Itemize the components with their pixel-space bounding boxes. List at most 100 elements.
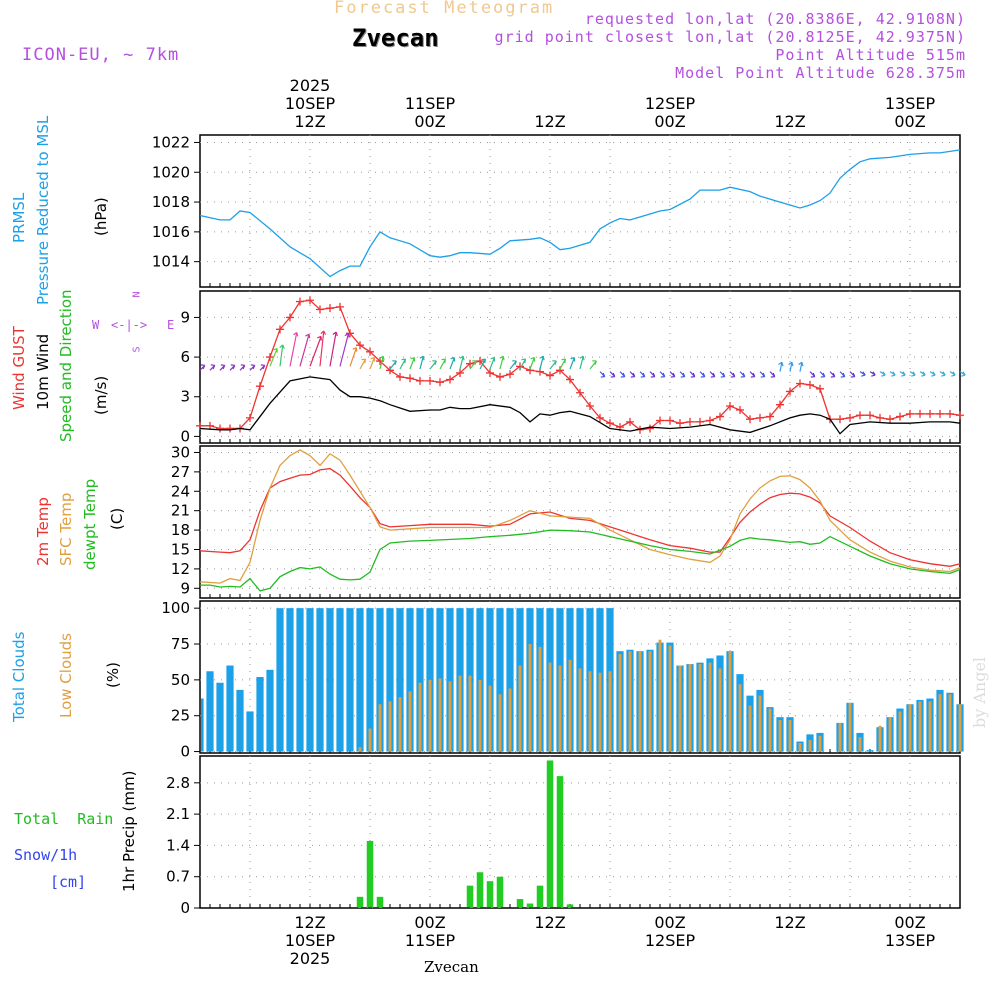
wind-direction-arrowhead <box>481 358 487 364</box>
wind-direction-arrowhead <box>530 356 536 362</box>
wind-direction-arrowhead <box>931 371 936 377</box>
y-tick-label: 12 <box>171 560 190 578</box>
y-tick-label: 50 <box>171 671 190 689</box>
wind-gust-marker <box>716 412 724 421</box>
low-cloud-bar <box>398 697 402 752</box>
y-tick-label: 75 <box>171 635 190 653</box>
precip-bar <box>476 872 484 908</box>
total-cloud-bar <box>266 669 274 752</box>
wind-direction-arrow <box>449 357 455 370</box>
wind-direction-arrowhead <box>293 332 299 337</box>
wind-direction-arrowhead <box>600 372 606 378</box>
wind-direction-arrow <box>379 356 384 370</box>
low-cloud-bar <box>918 701 922 752</box>
wind-gust-marker <box>876 413 884 422</box>
wind-direction-arrow <box>459 356 464 370</box>
time-axis-label: 00Z <box>654 112 686 131</box>
wind-direction-arrowhead <box>579 355 585 361</box>
wind-gust-marker <box>556 366 564 375</box>
low-cloud-bar <box>928 701 932 752</box>
wind-direction-arrow <box>489 357 495 370</box>
total-cloud-bar <box>286 608 294 752</box>
wind-direction-arrowhead <box>740 372 746 378</box>
wind-gust-marker <box>486 368 494 377</box>
total-cloud-bar <box>316 608 324 752</box>
low-cloud-bar <box>358 747 362 752</box>
low-cloud-bar <box>648 651 652 752</box>
wind-direction-arrowhead <box>640 372 646 378</box>
wind-gust-marker <box>366 347 374 356</box>
wind-direction-arrowhead <box>352 347 358 352</box>
wind-gust-marker <box>906 409 914 418</box>
footer-location: Zvecan <box>424 958 479 976</box>
time-axis-label: 12SEP <box>644 931 696 950</box>
wind-gust-marker <box>596 413 604 422</box>
wind-gust-marker <box>316 305 324 314</box>
low-cloud-bar <box>698 664 702 752</box>
low-cloud-bar <box>768 708 772 752</box>
low-cloud-bar <box>378 704 382 752</box>
wind-direction-arrowhead <box>200 364 206 370</box>
wind-direction-arrowhead <box>472 360 477 365</box>
wind-direction-arrowhead <box>361 358 367 364</box>
low-cloud-bar <box>528 644 532 752</box>
model-label: ICON-EU, ~ 7km <box>22 45 180 65</box>
y-tick-label: 1020 <box>152 163 190 181</box>
low-cloud-bar <box>518 665 522 752</box>
wind-direction-arrow <box>439 358 446 370</box>
wind-gust-marker <box>746 415 754 424</box>
wind-gust-marker <box>866 411 874 420</box>
app-title: Forecast Meteogram <box>334 0 555 18</box>
wind-gust-marker <box>656 416 664 425</box>
wind-direction-arrowhead <box>798 361 804 367</box>
wind-gust-marker <box>606 419 614 428</box>
wind-direction-arrowhead <box>881 371 886 377</box>
wind-direction-arrowhead <box>941 371 946 377</box>
low-cloud-bar <box>418 682 422 752</box>
label-ms: (m/s) <box>92 375 110 415</box>
wind-direction-arrowhead <box>891 371 896 377</box>
time-axis-label: 00Z <box>894 913 926 932</box>
total-cloud-bar <box>356 608 364 752</box>
time-axis-label: 00Z <box>414 913 446 932</box>
low-cloud-bar <box>938 694 942 752</box>
wind-gust-marker <box>666 416 674 425</box>
wind-direction-arrowhead <box>379 355 385 361</box>
wind-direction-arrowhead <box>240 364 246 370</box>
total-cloud-bar <box>216 682 224 752</box>
wind-gust-marker <box>286 313 294 322</box>
wind-direction-arrow <box>409 357 415 370</box>
time-axis-label: 2025 <box>289 76 331 95</box>
low-cloud-bar <box>618 654 622 752</box>
wind-direction-arrowhead <box>921 371 926 377</box>
wind-direction-arrowhead <box>770 372 776 378</box>
low-cloud-bar <box>598 672 602 752</box>
wind-gust-marker <box>226 424 234 433</box>
wind-direction-arrowhead <box>441 358 447 364</box>
low-cloud-bar <box>958 704 962 752</box>
precip-bar <box>556 776 564 908</box>
low-cloud-bar <box>458 675 462 752</box>
label-2m-temp: 2m Temp <box>34 497 52 566</box>
low-cloud-bar <box>818 735 822 752</box>
wind-direction-arrow <box>519 358 526 370</box>
temp-dewpt-line <box>200 529 961 592</box>
low-cloud-bar <box>388 701 392 752</box>
total-cloud-bar <box>366 608 374 752</box>
wind-direction-arrowhead <box>951 371 956 377</box>
wind-direction-arrowhead <box>901 371 906 377</box>
wind-direction-arrowhead <box>750 372 756 378</box>
wind-gust-marker <box>216 424 224 433</box>
y-tick-label: 100 <box>161 599 190 617</box>
time-axis-label: 00Z <box>414 112 446 131</box>
wind-gust-marker <box>566 375 574 384</box>
wind-direction-arrowhead <box>630 372 636 378</box>
label-dewpt-temp: dewpt Temp <box>81 478 99 570</box>
wind-gust-marker <box>916 409 924 418</box>
wind-direction-arrowhead <box>670 372 676 378</box>
wind-direction-arrowhead <box>317 335 322 341</box>
wind-gust-marker <box>466 359 474 368</box>
low-cloud-bar <box>668 645 672 752</box>
low-cloud-bar <box>678 665 682 752</box>
label-hpa: (hPa) <box>92 197 110 236</box>
